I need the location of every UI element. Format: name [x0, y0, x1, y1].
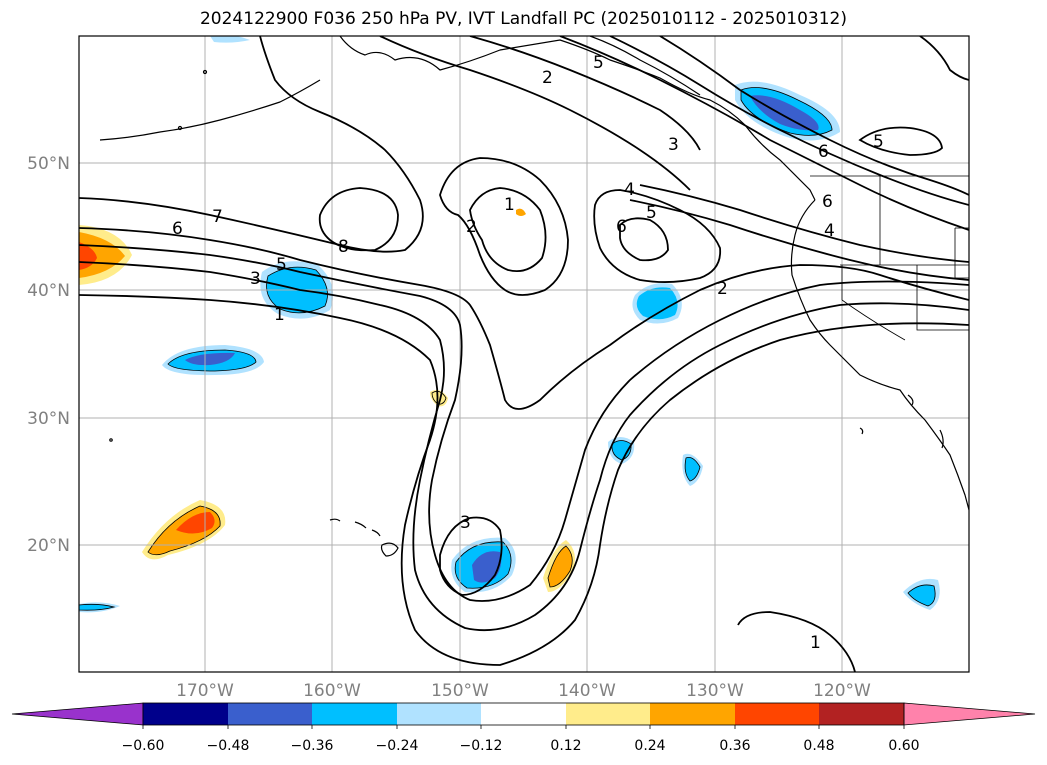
contour-label: 4: [624, 180, 635, 200]
graticule: [79, 36, 969, 672]
lon-label: 170°W: [176, 681, 234, 701]
contour-label: 1: [810, 633, 821, 653]
colorbar-tick: −0.24: [376, 738, 419, 754]
colorbar-tick: −0.60: [122, 738, 165, 754]
colorbar-tick: 0.24: [634, 738, 665, 754]
contour-label: 5: [593, 53, 604, 73]
latitude-labels: 50°N 40°N 30°N 20°N: [27, 154, 70, 556]
contour-label: 6: [822, 192, 833, 212]
colorbar-bin: [650, 703, 735, 725]
map-panel: 7 6 8 5 3 1 2 1 2 6 4 5 2 5 3 6 6 4 5 3 …: [79, 36, 969, 672]
lon-label: 150°W: [431, 681, 489, 701]
lon-label: 160°W: [303, 681, 361, 701]
map-title: 2024122900 F036 250 hPa PV, IVT Landfall…: [199, 9, 847, 29]
lat-label: 20°N: [27, 536, 70, 556]
contour-label: 2: [717, 279, 728, 299]
pv-shading: [79, 36, 940, 613]
lon-label: 130°W: [686, 681, 744, 701]
colorbar-bin: [566, 703, 650, 725]
coastlines: [99, 36, 969, 557]
pv-contours: [79, 36, 969, 672]
colorbar: −0.60 −0.48 −0.36 −0.24 −0.12 0.12 0.24 …: [11, 702, 1036, 754]
contour-label: 6: [616, 217, 627, 237]
colorbar-bin: [312, 703, 397, 725]
lat-label: 50°N: [27, 154, 70, 174]
contour-label: 3: [250, 269, 261, 289]
contour-label: 2: [466, 217, 477, 237]
colorbar-bin: [397, 703, 481, 725]
lon-label: 120°W: [813, 681, 871, 701]
colorbar-bin: [819, 703, 904, 725]
contour-label: 1: [504, 195, 515, 215]
contour-label: 3: [668, 135, 679, 155]
colorbar-tick: 0.12: [550, 738, 581, 754]
contour-label: 3: [460, 513, 471, 533]
contour-label: 2: [542, 68, 553, 88]
contour-label: 5: [646, 203, 657, 223]
contour-label: 6: [172, 219, 183, 239]
colorbar-bin: [143, 703, 228, 725]
colorbar-tick: 0.48: [803, 738, 834, 754]
contour-label: 5: [276, 255, 287, 275]
lon-label: 140°W: [558, 681, 616, 701]
contour-label: 7: [212, 207, 223, 227]
lat-label: 40°N: [27, 281, 70, 301]
colorbar-tick: 0.36: [719, 738, 750, 754]
colorbar-tick: −0.12: [460, 738, 503, 754]
colorbar-arrow-left: [11, 702, 144, 726]
lat-label: 30°N: [27, 409, 70, 429]
colorbar-bin: [228, 703, 312, 725]
colorbar-tick: 0.60: [888, 738, 919, 754]
contour-label: 4: [824, 221, 835, 241]
contour-label: 1: [274, 305, 285, 325]
contour-label: 8: [338, 237, 349, 257]
colorbar-bin: [481, 703, 566, 725]
colorbar-tick: −0.48: [207, 738, 250, 754]
map-frame: [78, 35, 970, 673]
colorbar-arrow-right: [903, 702, 1036, 726]
contour-label: 6: [818, 142, 829, 162]
longitude-labels: 170°W 160°W 150°W 140°W 130°W 120°W: [176, 681, 871, 701]
colorbar-tick: −0.36: [291, 738, 334, 754]
contour-label: 5: [873, 132, 884, 152]
contour-labels: 7 6 8 5 3 1 2 1 2 6 4 5 2 5 3 6 6 4 5 3 …: [172, 53, 884, 653]
colorbar-bin: [735, 703, 819, 725]
